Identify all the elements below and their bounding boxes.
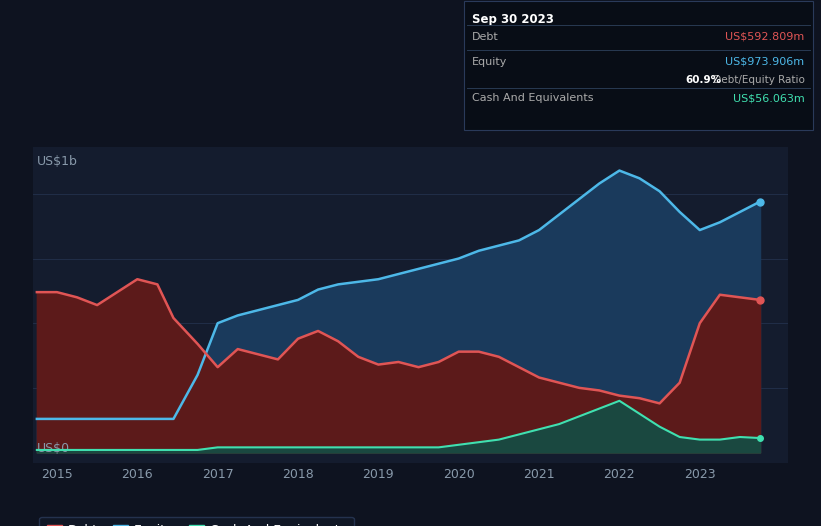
Text: US$0: US$0 [37,442,70,455]
Text: Equity: Equity [472,57,507,67]
Legend: Debt, Equity, Cash And Equivalents: Debt, Equity, Cash And Equivalents [39,517,354,526]
Text: 60.9%: 60.9% [686,75,722,85]
Text: Sep 30 2023: Sep 30 2023 [472,13,554,26]
Text: US$56.063m: US$56.063m [733,93,805,103]
Text: US$1b: US$1b [37,155,77,168]
Text: US$592.809m: US$592.809m [725,32,805,42]
Text: Cash And Equivalents: Cash And Equivalents [472,93,594,103]
Text: US$973.906m: US$973.906m [726,57,805,67]
Text: Debt: Debt [472,32,499,42]
Text: Debt/Equity Ratio: Debt/Equity Ratio [709,75,805,85]
